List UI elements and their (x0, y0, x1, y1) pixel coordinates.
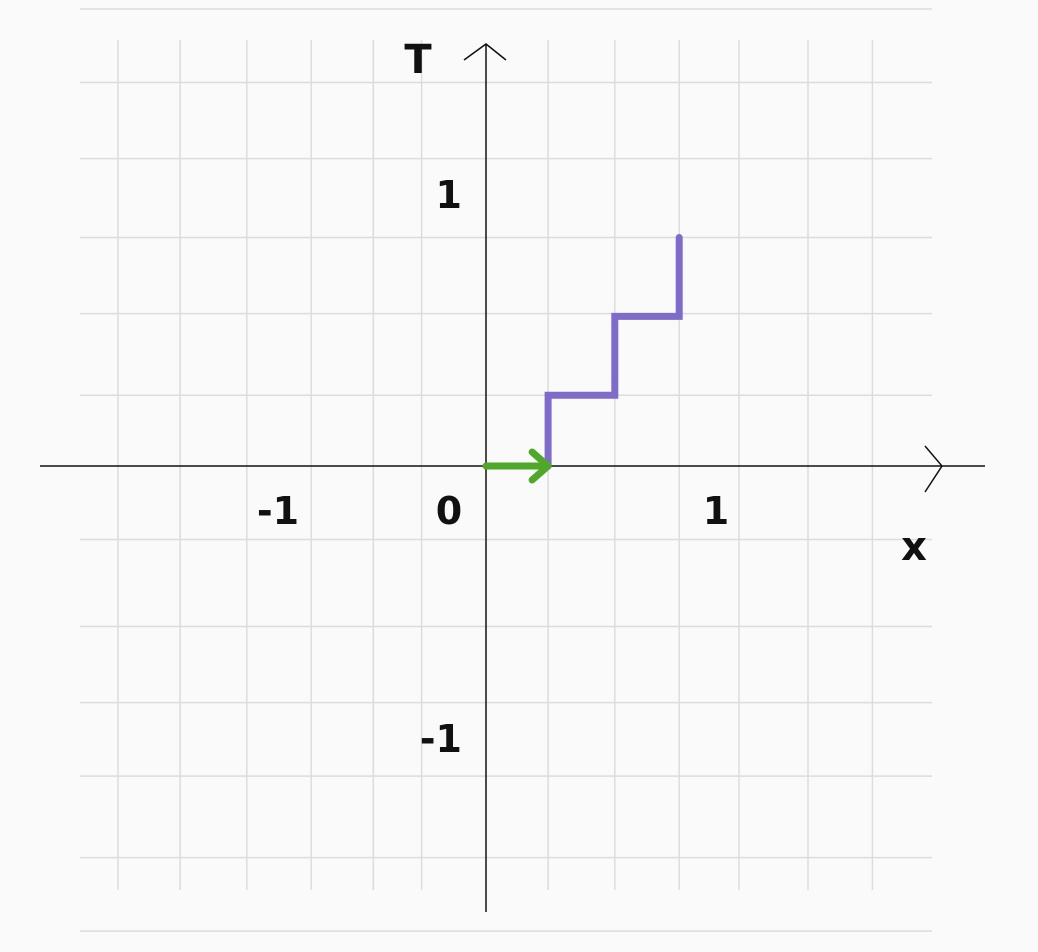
y-axis-arrowhead (463, 43, 507, 61)
y-tick-label-0: 1 (436, 173, 462, 217)
y-axis-label: T (404, 37, 432, 83)
x-tick-label-1: 0 (436, 489, 462, 533)
y-tick-label-1: -1 (420, 717, 462, 761)
axes (40, 43, 985, 912)
x-tick-label-0: -1 (257, 489, 299, 533)
x-axis-label: x (901, 524, 927, 570)
x-axis-arrowhead (924, 445, 943, 493)
series-arrow-head-1 (528, 448, 552, 484)
x-tick-label-2: 1 (703, 489, 729, 533)
labels: x T -1 0 1 1 -1 (257, 37, 927, 761)
grid (80, 8, 932, 932)
series-step-line-0 (544, 234, 683, 470)
series-layer (482, 234, 683, 484)
